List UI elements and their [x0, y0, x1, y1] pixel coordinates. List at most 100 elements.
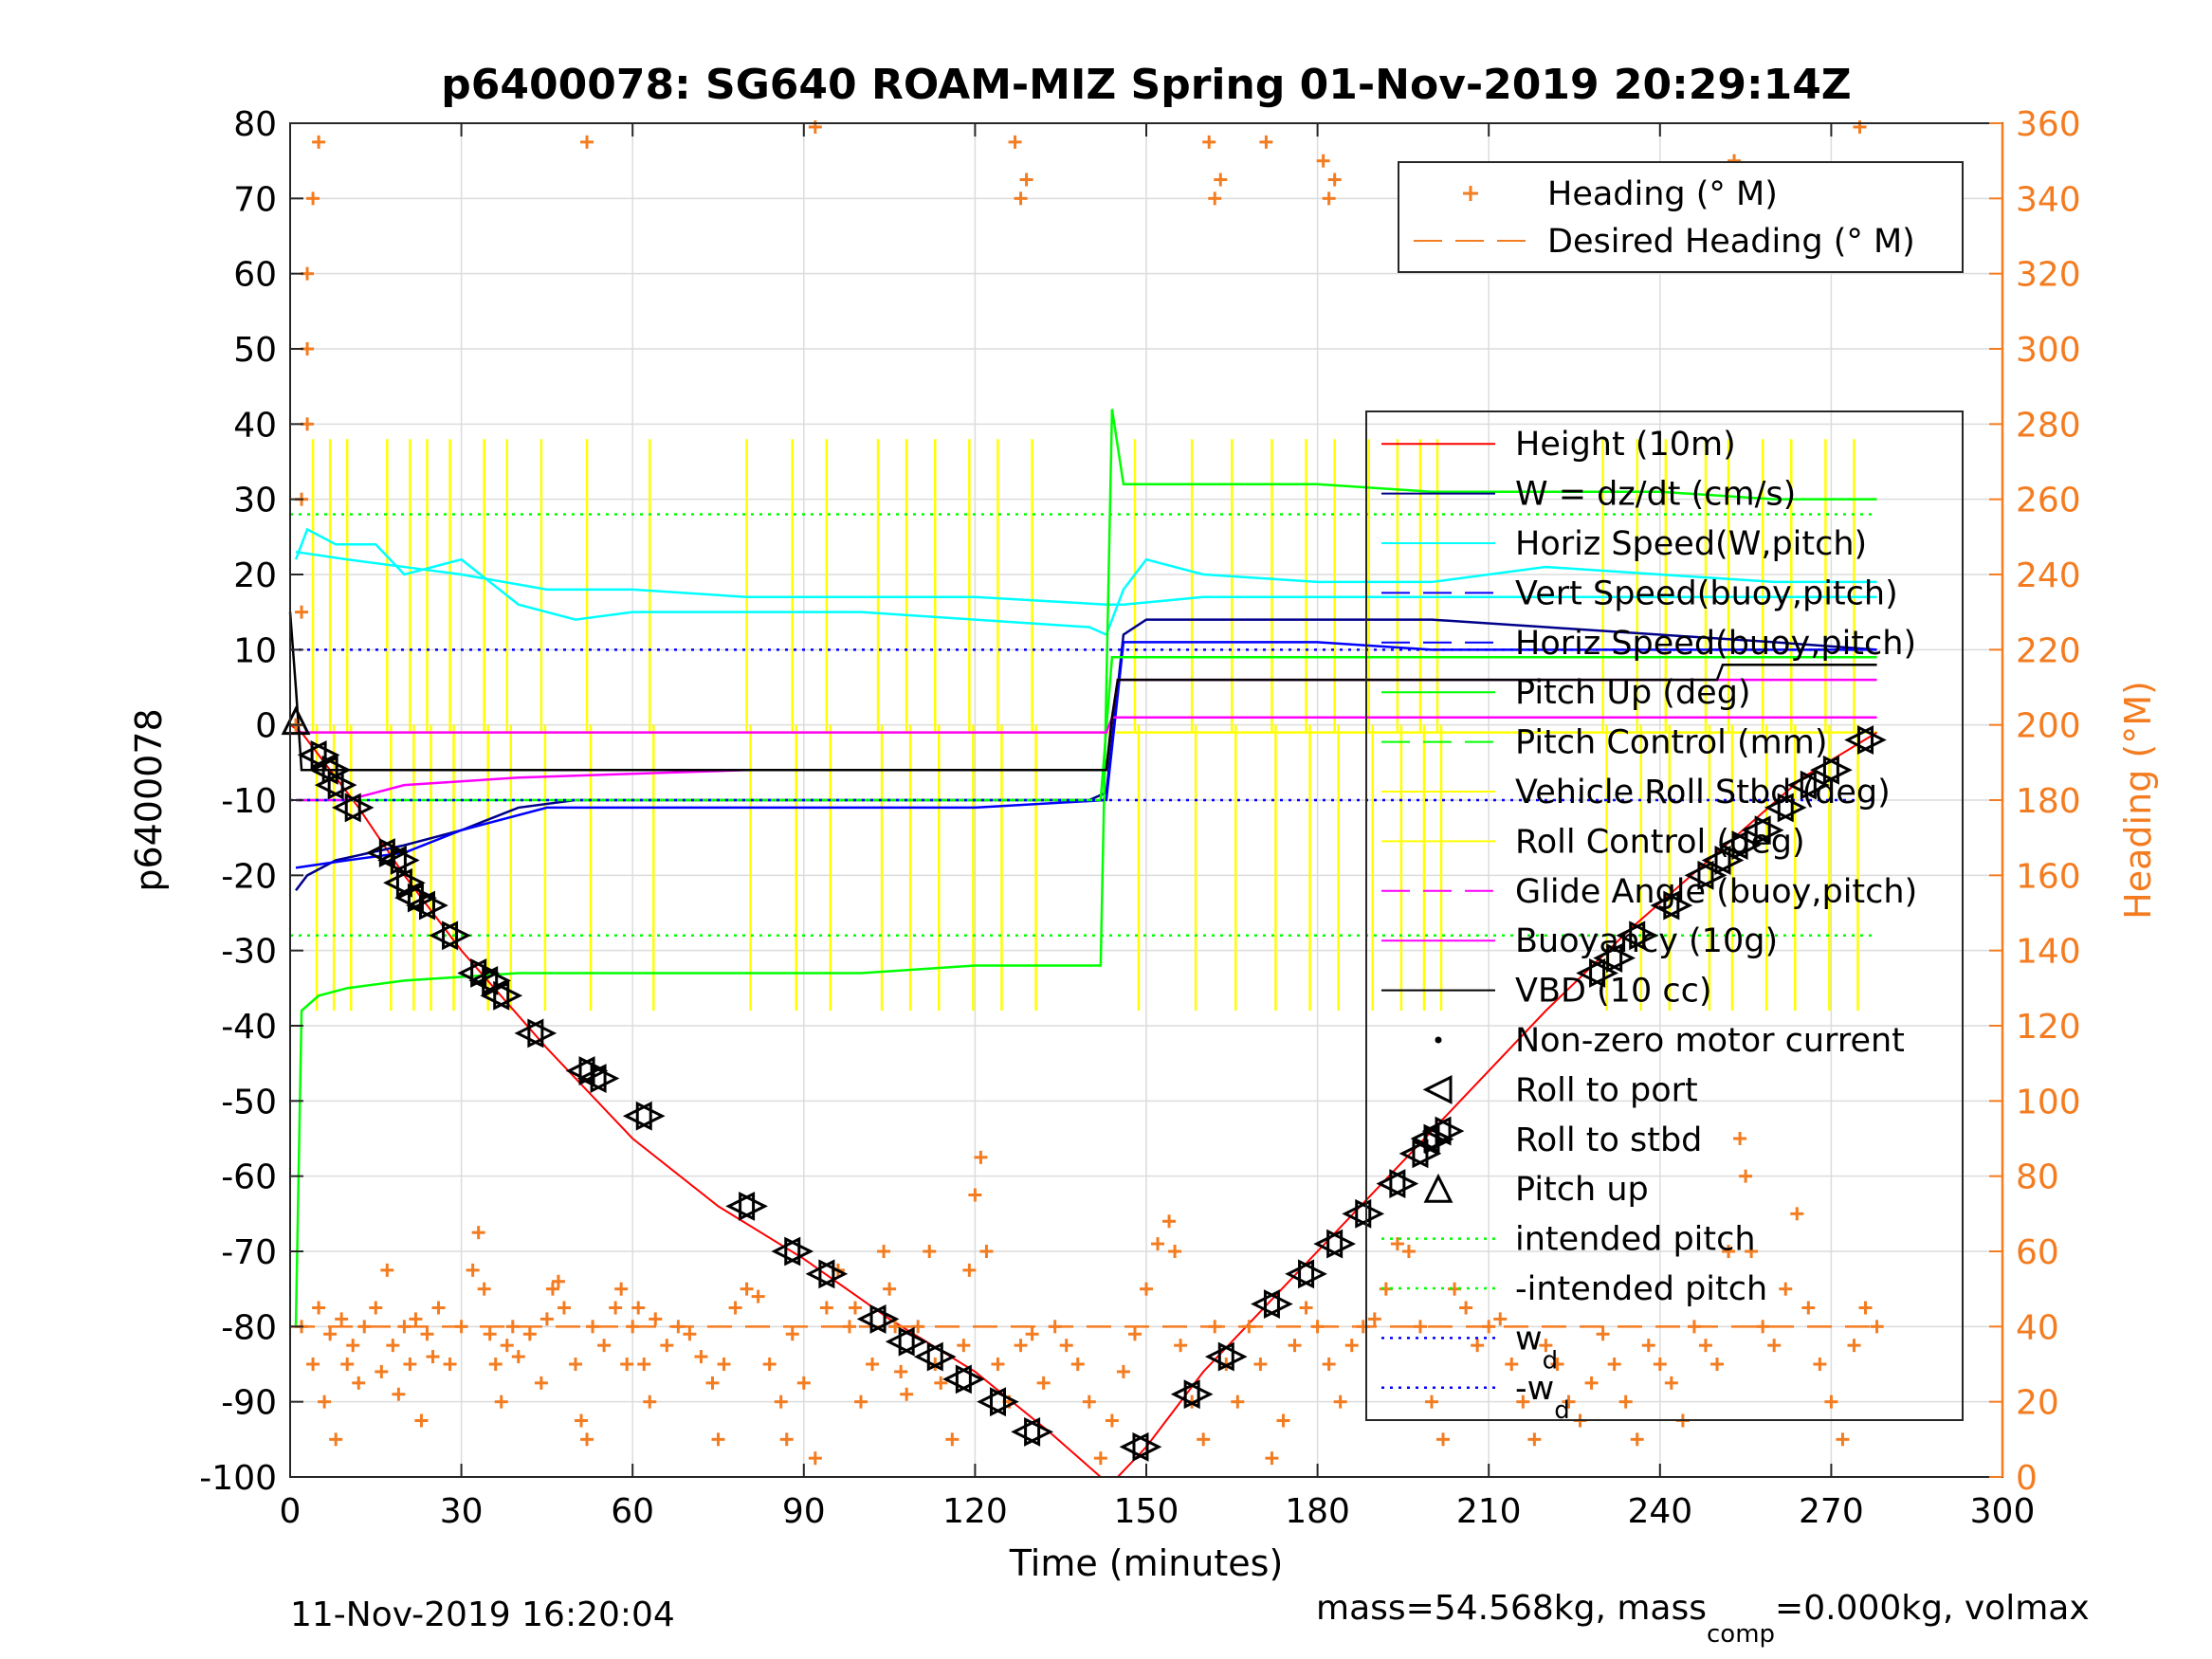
heading-point — [1019, 173, 1033, 187]
y-tick-label-right: 160 — [2016, 857, 2081, 896]
heading-point — [1356, 1320, 1370, 1334]
heading-point — [883, 1282, 897, 1296]
heading-point — [785, 1327, 799, 1341]
heading-point — [1242, 1320, 1256, 1334]
heading-point — [1208, 1320, 1222, 1334]
legend-label-heading-m: Heading (° M) — [1547, 175, 1778, 213]
heading-point — [717, 1358, 731, 1371]
roll-to-stbd-marker — [1800, 770, 1830, 800]
legend-label-pitch-control-mm: Pitch Control (mm) — [1515, 724, 1827, 762]
legend-heading: Heading (° M) Desired Heading (° M) — [1398, 161, 1964, 273]
heading-point — [1333, 1395, 1347, 1409]
roll-to-stbd-marker — [739, 1191, 768, 1221]
heading-point — [1847, 1339, 1861, 1353]
heading-point — [1425, 1395, 1438, 1409]
heading-point — [414, 1413, 429, 1428]
y-tick-label: -50 — [221, 1083, 277, 1121]
heading-point — [962, 1263, 977, 1277]
legend-label-buoyancy-10g: Buoyancy (10g) — [1515, 922, 1778, 960]
heading-point — [1276, 1413, 1290, 1428]
x-tick-label: 60 — [611, 1492, 654, 1531]
series-glide-angle-buoy-pitch — [296, 716, 1877, 734]
legend-main-box — [1365, 410, 1964, 1421]
heading-point — [397, 1320, 411, 1334]
heading-point — [923, 1245, 937, 1258]
heading-point — [505, 1320, 520, 1334]
legend-label-wd: wd — [1515, 1320, 1558, 1375]
roll-to-stbd-marker — [784, 1236, 814, 1267]
heading-point — [866, 1358, 880, 1371]
heading-point — [1127, 1327, 1142, 1341]
marker-layer — [281, 119, 1887, 1466]
heading-point — [1767, 1339, 1782, 1353]
y-tick-label: -80 — [221, 1308, 277, 1347]
heading-point — [1093, 1451, 1107, 1466]
heading-point — [1344, 1339, 1359, 1353]
legend-label-text: Heading (° M) — [1547, 175, 1778, 213]
heading-point — [1162, 1214, 1177, 1229]
legend-label-text: Roll to stbd — [1515, 1121, 1702, 1159]
heading-point — [683, 1327, 697, 1341]
footer-mass: mass=54.568kg, masscomp=0.000kg, volmax — [1316, 1589, 2090, 1649]
heading-point — [580, 1432, 594, 1447]
heading-point — [1105, 1413, 1119, 1428]
roll-to-stbd-marker — [390, 846, 420, 875]
heading-point — [403, 1358, 417, 1371]
heading-point — [779, 1432, 794, 1447]
roll-to-stbd-marker — [1589, 958, 1618, 988]
legend-label-text: Non-zero motor current — [1515, 1022, 1905, 1060]
y-axis-label: p6400078 — [128, 708, 170, 891]
y-tick-label: -30 — [221, 933, 277, 972]
roll-to-stbd-marker — [1183, 1379, 1214, 1410]
heading-point — [1664, 1376, 1678, 1390]
y-tick-label: 80 — [233, 105, 277, 144]
heading-point — [945, 1432, 960, 1447]
heading-point — [1259, 135, 1273, 149]
y-tick-label: 50 — [233, 331, 277, 370]
heading-point — [1322, 1358, 1336, 1371]
heading-point — [728, 1301, 742, 1315]
legend-label-vert-speed-buoy-pitch: Vert Speed(buoy,pitch) — [1515, 574, 1898, 612]
roll-to-stbd-marker — [590, 1064, 620, 1093]
heading-point — [357, 1320, 372, 1334]
heading-point — [1413, 1320, 1427, 1334]
heading-point — [1824, 1395, 1838, 1409]
series-pitch-up-deg — [294, 409, 1877, 1327]
y-tick-label-right: 320 — [2016, 256, 2081, 295]
y-tick-label-right: 300 — [2016, 331, 2081, 370]
roll-to-stbd-marker — [1326, 1229, 1357, 1259]
footer-timestamp: 11-Nov-2019 16:20:04 — [290, 1595, 675, 1634]
legend-sample-roll-to-port — [1422, 1074, 1453, 1104]
heading-point — [306, 191, 320, 206]
roll-to-stbd-marker — [1663, 890, 1693, 921]
y-tick-label: -40 — [221, 1008, 277, 1047]
roll-to-stbd-marker — [1298, 1259, 1327, 1289]
roll-to-stbd-marker — [493, 980, 523, 1011]
heading-point — [1214, 173, 1228, 187]
heading-point — [1036, 1376, 1051, 1390]
y-tick-label-right: 40 — [2016, 1308, 2059, 1347]
x-tick-label: 150 — [1114, 1492, 1179, 1531]
heading-point — [1550, 1358, 1564, 1371]
heading-point — [1140, 1282, 1153, 1296]
heading-point — [1174, 1339, 1188, 1353]
heading-point — [1687, 1320, 1701, 1334]
heading-point — [705, 1376, 720, 1390]
heading-point — [1436, 1432, 1451, 1447]
legend-label-text: Vert Speed(buoy,pitch) — [1515, 574, 1898, 612]
y-tick-label-right: 140 — [2016, 933, 2081, 972]
heading-point — [1059, 1339, 1073, 1353]
heading-point — [1618, 1395, 1633, 1409]
legend-label-text: Glide Angle (buoy,pitch) — [1515, 873, 1917, 911]
legend-label-roll-control-deg: Roll Control (deg) — [1515, 823, 1805, 861]
legend-label-vbd-10-cc: VBD (10 cc) — [1515, 973, 1712, 1011]
legend-label-text: Roll Control (deg) — [1515, 823, 1805, 861]
roll-to-stbd-marker — [1731, 830, 1762, 861]
legend-label-desired-heading-m: Desired Heading (° M) — [1547, 223, 1915, 261]
heading-point — [454, 1320, 468, 1334]
roll-to-stbd-marker — [1777, 793, 1807, 823]
y-tick-label: -90 — [221, 1384, 277, 1423]
heading-point — [1265, 1451, 1279, 1466]
x-tick-label: 120 — [942, 1492, 1008, 1531]
legend-sample-roll-to-stbd — [1424, 1124, 1454, 1155]
